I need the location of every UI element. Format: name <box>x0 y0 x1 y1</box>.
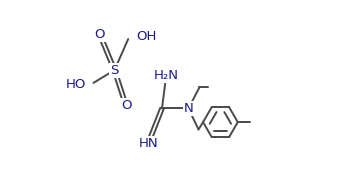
Text: O: O <box>95 28 105 41</box>
Text: H₂N: H₂N <box>154 68 179 82</box>
Text: S: S <box>110 64 119 77</box>
Text: N: N <box>184 102 193 115</box>
Text: O: O <box>121 99 132 112</box>
Text: OH: OH <box>136 30 156 43</box>
Text: HN: HN <box>139 137 158 150</box>
Text: HO: HO <box>65 78 86 91</box>
